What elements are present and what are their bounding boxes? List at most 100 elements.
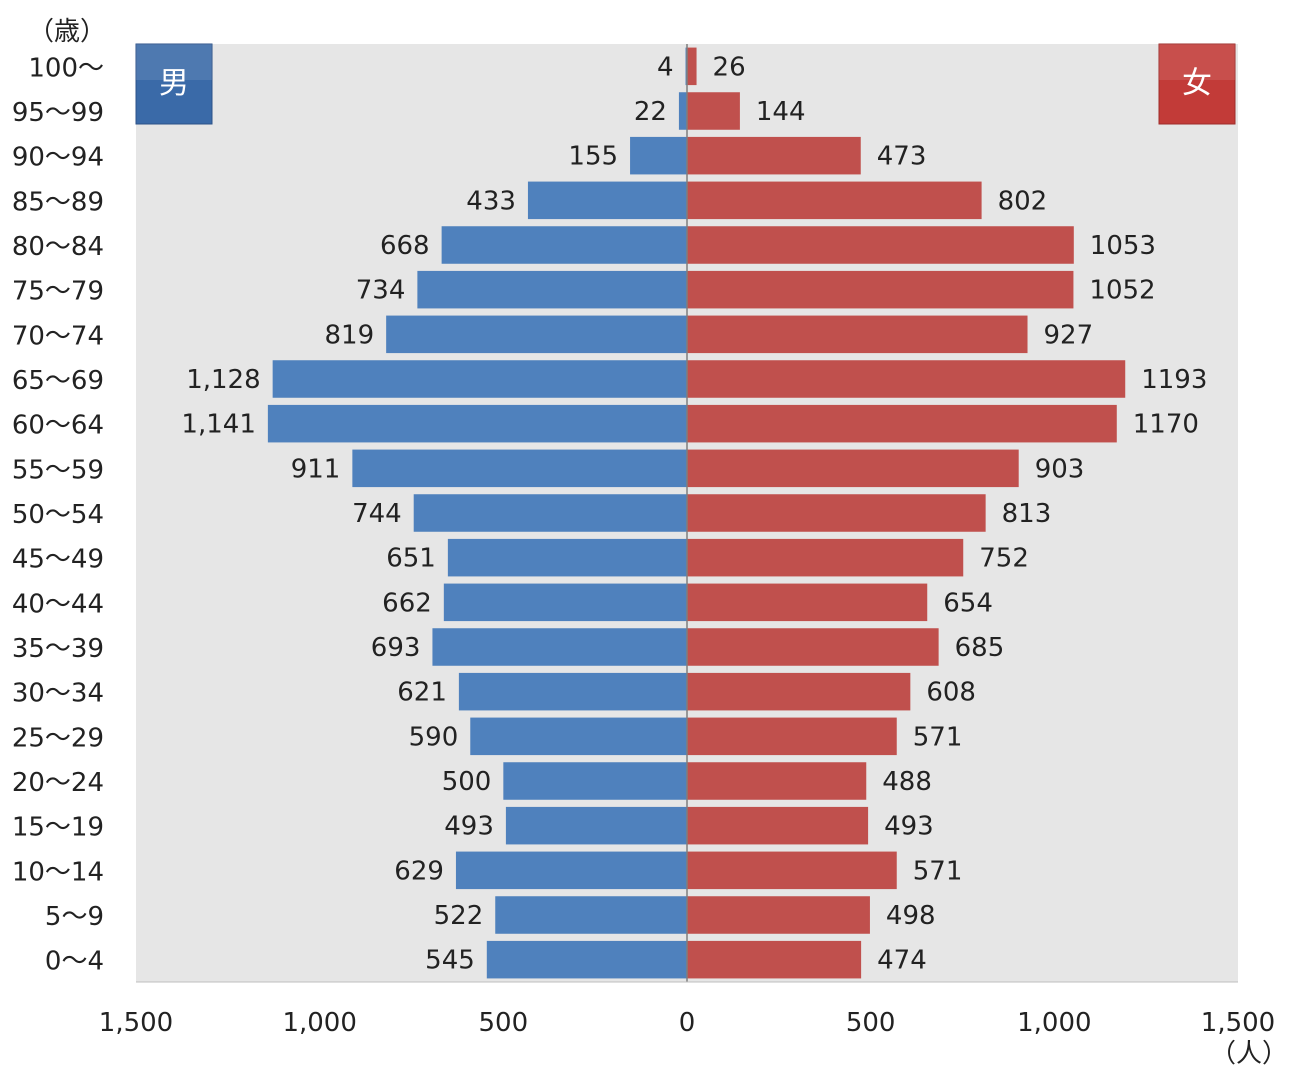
value-label-female-18: 571	[913, 856, 963, 886]
value-label-male-3: 433	[466, 186, 516, 216]
x-tick-label-4: 500	[846, 1008, 896, 1038]
value-label-female-12: 654	[943, 588, 993, 618]
age-label-13: 35～39	[12, 634, 104, 664]
value-label-male-2: 155	[568, 142, 618, 172]
value-label-female-6: 927	[1044, 320, 1094, 350]
age-group-labels: 100～ 95～99 90～94 85～89 80～84 75～79 70～74 65～69 6…	[12, 53, 104, 976]
value-label-female-10: 813	[1002, 499, 1052, 529]
legend-label-male: 男	[159, 66, 189, 101]
bar-male-8	[267, 404, 687, 443]
bar-male-4	[441, 226, 687, 264]
value-label-female-17: 493	[884, 812, 934, 842]
bar-female-2	[687, 136, 861, 175]
value-label-female-8: 1170	[1133, 410, 1199, 440]
value-label-female-4: 1053	[1090, 231, 1156, 261]
bar-male-2	[630, 136, 687, 175]
bar-female-8	[687, 404, 1117, 443]
age-label-2: 90～94	[12, 143, 104, 173]
value-label-male-9: 911	[291, 454, 341, 484]
bar-female-0	[687, 47, 697, 86]
bar-male-9	[352, 449, 687, 488]
age-label-17: 15～19	[12, 813, 104, 843]
value-label-female-13: 685	[955, 633, 1005, 663]
age-label-19: 5～9	[45, 902, 104, 932]
value-label-male-13: 693	[371, 633, 421, 663]
age-label-0: 100～	[28, 53, 104, 83]
bar-male-20	[486, 940, 687, 979]
age-label-8: 60～64	[12, 411, 104, 441]
bar-female-12	[687, 583, 928, 622]
value-label-female-1: 144	[756, 97, 806, 127]
x-tick-label-2: 500	[479, 1008, 529, 1038]
value-label-female-0: 26	[713, 52, 746, 82]
value-label-male-18: 629	[394, 856, 444, 886]
value-label-male-8: 1,141	[181, 410, 255, 440]
bar-male-13	[432, 628, 687, 666]
value-label-male-20: 545	[425, 946, 475, 976]
value-label-female-19: 498	[886, 901, 936, 931]
value-label-female-11: 752	[979, 544, 1029, 574]
x-tick-label-6: 1,500	[1201, 1008, 1275, 1038]
bar-female-20	[687, 940, 862, 979]
value-label-female-7: 1193	[1141, 365, 1207, 395]
value-label-female-5: 1052	[1089, 276, 1155, 306]
bar-female-3	[687, 181, 982, 220]
age-label-14: 30～34	[12, 679, 104, 709]
age-label-5: 75～79	[12, 277, 104, 307]
age-label-1: 95～99	[12, 98, 104, 128]
x-unit-label: （人）	[1210, 1039, 1288, 1069]
value-label-male-5: 734	[356, 276, 406, 306]
bar-female-15	[687, 717, 897, 756]
value-labels-group: 4 26 22 144 155 473 433 802 668 1053 734 1052 819 927…	[181, 52, 1207, 975]
value-label-male-11: 651	[386, 544, 436, 574]
x-tick-label-5: 1,000	[1017, 1008, 1091, 1038]
value-label-female-16: 488	[882, 767, 932, 797]
value-label-male-19: 522	[434, 901, 484, 931]
bar-male-15	[470, 717, 687, 756]
y-unit-label: （歳）	[28, 17, 106, 47]
age-label-11: 45～49	[12, 545, 104, 575]
value-label-male-6: 819	[325, 320, 375, 350]
age-label-7: 65～69	[12, 366, 104, 396]
bar-male-18	[455, 851, 687, 890]
bar-male-12	[443, 583, 687, 622]
bar-male-10	[413, 494, 687, 532]
value-label-male-0: 4	[657, 52, 674, 82]
age-label-20: 0～4	[45, 947, 104, 977]
age-label-12: 40～44	[12, 589, 104, 619]
value-label-female-15: 571	[913, 722, 963, 752]
value-label-male-10: 744	[352, 499, 402, 529]
age-label-6: 70～74	[12, 321, 104, 351]
value-label-female-2: 473	[877, 142, 927, 172]
value-label-male-4: 668	[380, 231, 430, 261]
value-label-female-20: 474	[877, 946, 927, 976]
bar-female-6	[687, 315, 1028, 354]
age-label-3: 85～89	[12, 187, 104, 217]
bar-male-5	[417, 270, 687, 309]
value-label-female-3: 802	[998, 186, 1048, 216]
bar-female-4	[687, 226, 1074, 264]
value-label-male-15: 590	[409, 722, 459, 752]
age-label-18: 10～14	[12, 857, 104, 887]
bar-male-14	[458, 672, 687, 711]
bar-female-7	[687, 360, 1126, 398]
age-label-4: 80～84	[12, 232, 104, 262]
bar-male-16	[503, 762, 687, 800]
age-label-16: 20～24	[12, 768, 104, 798]
bar-male-6	[386, 315, 687, 354]
x-tick-label-0: 1,500	[99, 1008, 173, 1038]
bar-male-17	[505, 806, 687, 845]
value-label-male-12: 662	[382, 588, 432, 618]
legend-badge-female: 女	[1158, 43, 1236, 125]
bar-male-11	[447, 538, 687, 577]
bar-male-19	[495, 896, 687, 934]
value-label-male-14: 621	[397, 678, 447, 708]
value-label-male-1: 22	[634, 97, 667, 127]
age-label-10: 50～54	[12, 500, 104, 530]
value-label-male-17: 493	[444, 812, 494, 842]
bars-group	[267, 47, 1126, 979]
bar-female-17	[687, 806, 869, 845]
bar-female-13	[687, 628, 939, 666]
bar-female-19	[687, 896, 870, 934]
